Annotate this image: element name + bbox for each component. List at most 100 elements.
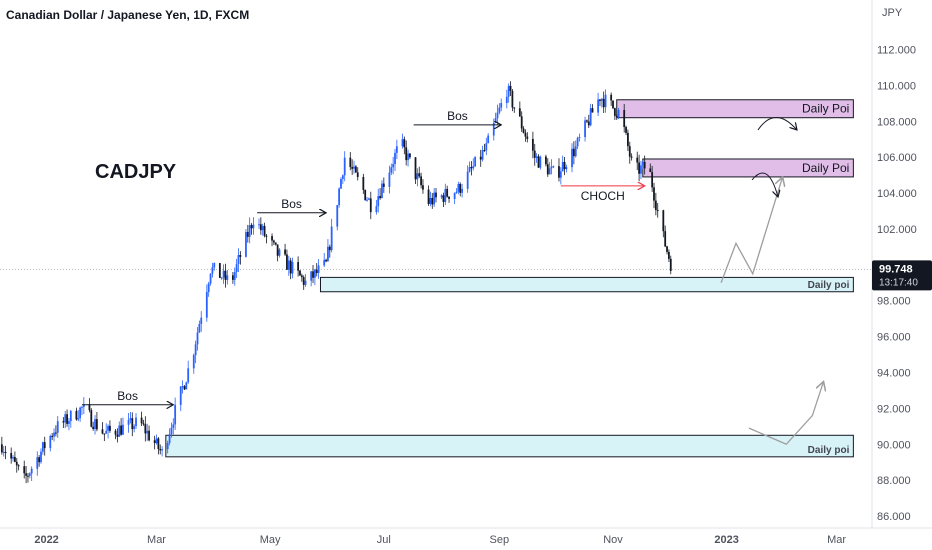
time-tick-label: 2022 (34, 534, 58, 546)
bull-candle (129, 418, 132, 420)
bull-candle (49, 435, 52, 449)
bull-candle (192, 355, 195, 369)
bear-candle (148, 430, 150, 441)
bull-candle (313, 269, 316, 278)
price-tick-label: 96.000 (877, 332, 911, 344)
bull-candle (40, 451, 42, 463)
bear-candle (88, 404, 91, 411)
bos-label: Bos (447, 109, 468, 123)
bear-candle (14, 457, 16, 462)
bear-candle (479, 156, 482, 160)
bear-candle (114, 430, 117, 435)
reaction-curve (751, 172, 778, 197)
bear-candle (328, 246, 331, 251)
price-tick-label: 86.000 (877, 511, 911, 523)
bull-candle (561, 161, 564, 172)
bear-candle (297, 262, 300, 271)
bull-candle (211, 267, 214, 274)
bear-candle (613, 108, 616, 116)
bear-candle (422, 185, 424, 190)
time-tick-label: May (260, 534, 281, 546)
bear-candle (537, 156, 540, 168)
bear-candle (546, 164, 549, 175)
bull-candle (161, 449, 164, 451)
time-axis: 2022 Mar May Jul Sep Nov 2023 Mar (0, 527, 932, 546)
bull-candle (107, 425, 109, 431)
bear-candle (654, 200, 657, 210)
bull-candle (500, 103, 503, 108)
bull-candle (338, 188, 341, 206)
zone-label: Daily Poi (802, 102, 849, 116)
bear-candle (612, 100, 614, 109)
price-tick-label: 98.000 (877, 296, 911, 308)
bull-candle (604, 94, 607, 108)
bull-candle (166, 443, 169, 450)
bear-candle (286, 254, 288, 270)
bear-candle (299, 270, 301, 276)
bull-candle (194, 344, 197, 356)
bull-candle (69, 410, 72, 422)
bull-candle (181, 386, 184, 388)
bull-candle (245, 232, 247, 257)
bear-candle (17, 465, 20, 467)
bull-candle (317, 265, 320, 273)
bull-candle (600, 98, 603, 101)
bear-candle (95, 419, 98, 430)
bull-candle (278, 249, 281, 256)
bear-candle (153, 440, 156, 444)
bear-candle (558, 166, 560, 178)
bear-candle (23, 466, 26, 474)
bos-label: Bos (281, 197, 302, 211)
bull-candle (535, 156, 538, 158)
bear-candle (38, 457, 41, 463)
bear-candle (27, 475, 29, 477)
bear-candle (509, 85, 512, 92)
bull-candle (185, 382, 188, 390)
bear-candle (259, 224, 262, 231)
bull-candle (68, 421, 70, 424)
bear-candle (653, 187, 655, 201)
demand-zone (165, 434, 854, 458)
bear-candle (610, 94, 613, 101)
price-tick-label: 90.000 (877, 439, 911, 451)
bull-candle (416, 173, 419, 180)
price-tick-label: 108.000 (877, 116, 917, 128)
bull-candle (198, 323, 201, 333)
bull-candle (366, 199, 368, 201)
supply-zone (616, 99, 854, 119)
bear-candle (664, 231, 667, 247)
bear-candle (284, 249, 286, 255)
bull-candle (36, 457, 39, 469)
bull-candle (401, 139, 404, 147)
bear-candle (638, 162, 640, 174)
bull-candle (30, 468, 33, 474)
bull-candle (444, 188, 447, 202)
bear-candle (312, 271, 314, 278)
bull-candle (187, 368, 190, 383)
bear-candle (446, 188, 449, 197)
bear-candle (62, 421, 65, 423)
chart-title: Canadian Dollar / Japanese Yen, 1D, FXCM (6, 8, 250, 22)
bull-candle (340, 179, 342, 189)
zone-label: Daily poi (808, 445, 850, 456)
bull-candle (82, 404, 85, 407)
bear-candle (459, 183, 462, 193)
bull-candle (336, 205, 339, 227)
bull-candle (222, 270, 225, 278)
bear-candle (263, 225, 266, 236)
bull-candle (146, 430, 149, 434)
bear-candle (615, 115, 618, 118)
bull-candle (390, 167, 393, 173)
bull-candle (589, 108, 592, 126)
price-tick-label: 110.000 (877, 80, 916, 92)
reaction-curve (757, 117, 797, 131)
bull-candle (252, 224, 255, 229)
bull-candle (118, 425, 121, 437)
bull-candle (220, 277, 223, 279)
bear-candle (239, 255, 242, 257)
bear-candle (651, 172, 654, 188)
bear-candle (272, 240, 275, 243)
bull-candle (375, 206, 378, 213)
bull-candle (455, 191, 458, 194)
